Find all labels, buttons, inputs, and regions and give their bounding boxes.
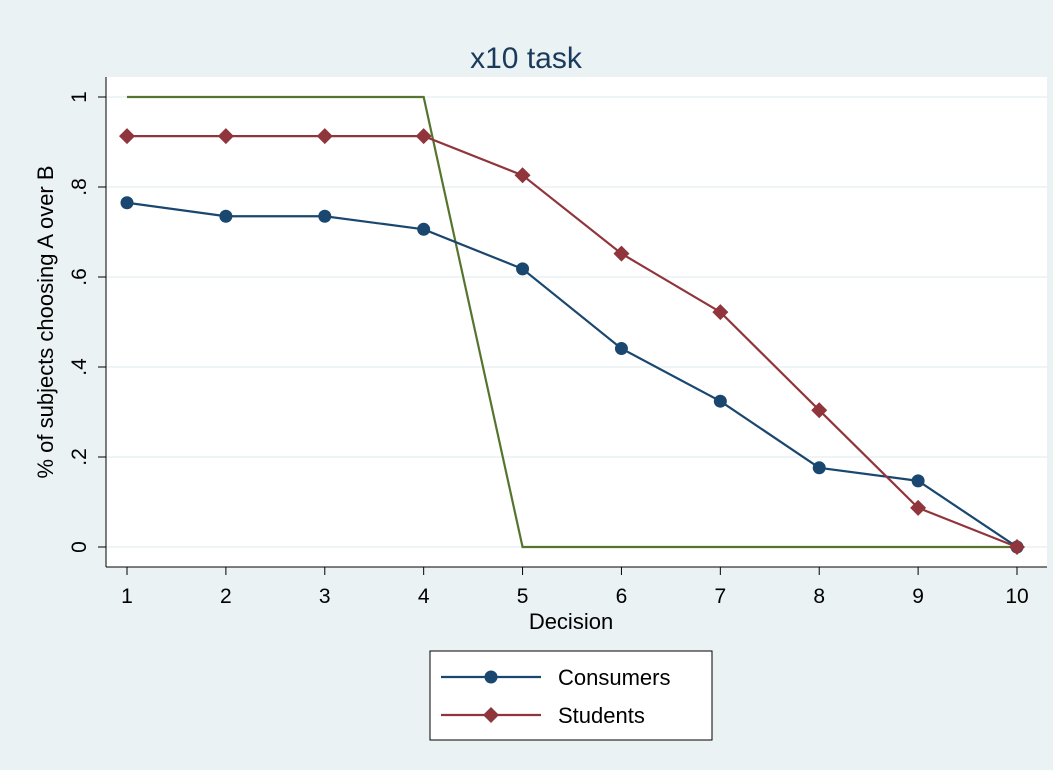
- data-point: [516, 262, 530, 276]
- data-point: [811, 402, 828, 419]
- x-tick-label: 10: [1005, 585, 1028, 608]
- series-line-1: [127, 135, 1018, 549]
- legend-label: Consumers: [558, 665, 670, 690]
- x-tick-label: 8: [813, 585, 825, 608]
- y-axis-label: % of subjects choosing A over B: [33, 165, 58, 478]
- series-line-0: [126, 201, 1018, 548]
- data-point: [219, 209, 233, 223]
- y-tick-label: .8: [68, 178, 91, 196]
- y-tick-label: .6: [68, 268, 91, 286]
- x-tick-label: 4: [418, 585, 430, 608]
- legend: Consumers Students: [429, 650, 713, 741]
- y-tick-label: 1: [68, 91, 91, 103]
- legend-item-0: Consumers: [441, 665, 670, 690]
- data-point: [217, 128, 234, 145]
- data-point: [415, 128, 432, 145]
- legend-marker: [483, 707, 499, 723]
- x-tick-label: 7: [714, 585, 726, 608]
- y-tick-label: 0: [68, 541, 91, 553]
- legend-items: Consumers Students: [441, 665, 670, 728]
- data-point: [613, 245, 630, 262]
- x-tick-label: 5: [517, 585, 529, 608]
- data-point: [316, 128, 333, 145]
- data-point: [911, 474, 925, 488]
- data-point: [119, 128, 135, 145]
- x-axis-label: Decision: [529, 609, 613, 634]
- x-tick-label: 1: [121, 585, 133, 608]
- data-point: [514, 167, 531, 184]
- legend-label: Students: [558, 703, 645, 728]
- series-2: [127, 95, 1017, 549]
- axes: 0 .2 .4 .6 .8 1 1 2 3 4 5 6 7 8 9 10: [68, 77, 1047, 608]
- data-point: [712, 304, 729, 321]
- y-tick-label: .4: [68, 358, 91, 376]
- x-tick-label: 2: [220, 585, 232, 608]
- legend-marker: [484, 670, 498, 684]
- data-point: [1009, 539, 1025, 555]
- x-tick-label: 6: [616, 585, 628, 608]
- series-layer: [119, 95, 1025, 555]
- legend-item-1: Students: [441, 703, 645, 728]
- y-tick-label: .2: [68, 448, 91, 466]
- legend-box: [429, 650, 713, 741]
- grid-lines: [106, 96, 1047, 548]
- chart-title: x10 task: [470, 42, 583, 75]
- data-point: [910, 499, 927, 516]
- plot-area: [106, 77, 1047, 567]
- x-tick-label: 3: [319, 585, 331, 608]
- data-point: [417, 222, 431, 236]
- series-0: [120, 196, 1024, 554]
- data-point: [713, 394, 727, 408]
- series-1: [119, 128, 1025, 555]
- data-point: [614, 342, 628, 356]
- data-point: [318, 209, 332, 223]
- data-point: [812, 461, 826, 475]
- x-tick-label: 9: [912, 585, 924, 608]
- data-point: [120, 196, 134, 210]
- series-line-2: [127, 95, 1017, 549]
